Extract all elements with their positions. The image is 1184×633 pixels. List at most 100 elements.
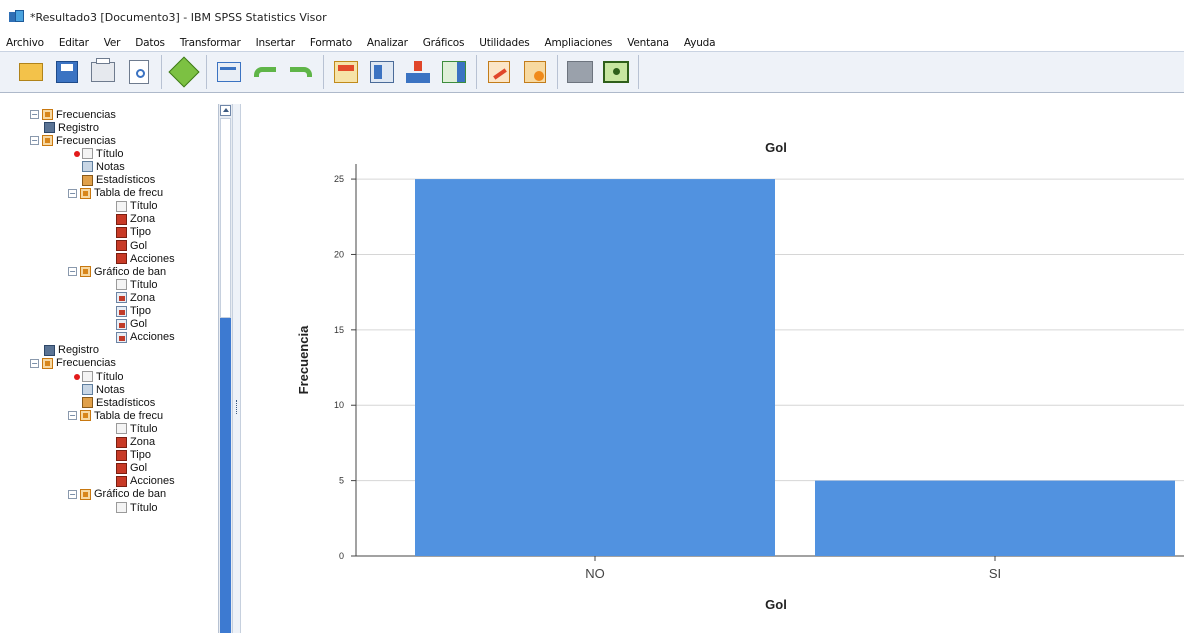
- outline-item[interactable]: Gol: [116, 462, 147, 475]
- print-preview-button[interactable]: [124, 58, 154, 86]
- menu-archivo[interactable]: Archivo: [6, 36, 44, 49]
- insert-table-button[interactable]: [439, 58, 469, 86]
- window-title: *Resultado3 [Documento3] - IBM SPSS Stat…: [30, 10, 327, 24]
- goto-data-button[interactable]: [331, 58, 361, 86]
- outline-pane[interactable]: − Frecuencias Registro − Frecuencias Título No…: [8, 104, 236, 633]
- bar-chart[interactable]: 0 5 10 15 20 25 NO SI Gol Gol Frecuencia: [242, 104, 1184, 633]
- outline-item[interactable]: Título: [116, 501, 158, 514]
- outline-item[interactable]: Registro: [44, 121, 99, 134]
- outline-scrollbar[interactable]: [218, 104, 232, 633]
- book-node-icon: [80, 488, 91, 500]
- menu-transformar[interactable]: Transformar: [179, 36, 241, 49]
- toolbar-group-1: [162, 55, 207, 89]
- outline-item[interactable]: Tipo: [116, 305, 151, 318]
- outline-item[interactable]: Título: [116, 422, 158, 435]
- title-node-icon: [116, 200, 127, 212]
- save-icon: [56, 61, 78, 83]
- toolbar-group-5: [558, 55, 639, 89]
- toolbar-group-2: [207, 55, 324, 89]
- collapse-toggle-icon[interactable]: −: [68, 489, 77, 499]
- collapse-toggle-icon[interactable]: −: [30, 136, 39, 146]
- outline-item[interactable]: − Frecuencias: [30, 357, 116, 370]
- outline-item[interactable]: Zona: [116, 436, 155, 449]
- menu-datos[interactable]: Datos: [135, 36, 165, 49]
- scroll-up-arrow-icon[interactable]: [220, 105, 231, 116]
- outline-item-label: Frecuencias: [56, 357, 116, 370]
- outline-item[interactable]: Tipo: [116, 449, 151, 462]
- pane-splitter[interactable]: [232, 104, 241, 633]
- outline-item[interactable]: Estadísticos: [82, 396, 155, 409]
- table-node-icon: [116, 462, 127, 474]
- outline-item[interactable]: Acciones: [116, 331, 175, 344]
- x-tick-label: SI: [989, 566, 1001, 581]
- outline-item[interactable]: − Frecuencias: [30, 108, 116, 121]
- designate-window-button[interactable]: [520, 58, 550, 86]
- outline-item-label: Registro: [58, 121, 99, 134]
- open-button[interactable]: [16, 58, 46, 86]
- outline-item-label: Zona: [130, 291, 156, 304]
- outline-item-label: Tabla de frecu: [94, 409, 164, 422]
- outline-item[interactable]: − Gráfico de ban: [68, 265, 166, 278]
- menu-graficos[interactable]: Gráficos: [422, 36, 465, 49]
- outline-item[interactable]: Título: [116, 278, 158, 291]
- outline-item-label: Tipo: [130, 305, 151, 317]
- menu-ampliaciones[interactable]: Ampliaciones: [544, 36, 613, 49]
- outline-item[interactable]: Zona: [116, 213, 155, 226]
- outline-item[interactable]: Título: [74, 147, 124, 160]
- outline-item-label: Gol: [130, 239, 148, 252]
- table-node-icon: [116, 253, 127, 265]
- hide-button[interactable]: [601, 58, 631, 86]
- variables-button[interactable]: [403, 58, 433, 86]
- outline-item[interactable]: Gol: [116, 239, 147, 252]
- menu-insertar[interactable]: Insertar: [255, 36, 295, 49]
- outline-item-label: Notas: [96, 383, 125, 396]
- menu-formato[interactable]: Formato: [309, 36, 352, 49]
- table-node-icon: [116, 475, 127, 487]
- collapse-toggle-icon[interactable]: −: [30, 110, 39, 119]
- collapse-toggle-icon[interactable]: −: [68, 411, 77, 421]
- menu-ayuda[interactable]: Ayuda: [683, 36, 716, 49]
- goto-case-button[interactable]: [367, 58, 397, 86]
- save-button[interactable]: [52, 58, 82, 86]
- outline-item[interactable]: Tipo: [116, 226, 151, 239]
- outline-item[interactable]: Acciones: [116, 252, 175, 265]
- open-icon: [19, 63, 43, 81]
- redo-icon: [290, 67, 312, 77]
- outline-item[interactable]: Notas: [82, 383, 125, 396]
- print-button[interactable]: [88, 58, 118, 86]
- toolbar: [0, 51, 1184, 93]
- outline-item[interactable]: − Frecuencias: [30, 134, 116, 147]
- outline-item[interactable]: − Tabla de frecu: [68, 409, 164, 422]
- outline-item[interactable]: Título: [74, 370, 124, 383]
- show-button[interactable]: [565, 58, 595, 86]
- collapse-toggle-icon[interactable]: −: [68, 267, 77, 277]
- outline-item[interactable]: Registro: [44, 344, 99, 357]
- outline-item[interactable]: Acciones: [116, 475, 175, 488]
- menu-utilidades[interactable]: Utilidades: [479, 36, 530, 49]
- outline-item[interactable]: − Gráfico de ban: [68, 488, 166, 501]
- table-node-icon: [116, 213, 127, 225]
- outline-item-label: Zona: [130, 213, 156, 226]
- redo-button[interactable]: [286, 58, 316, 86]
- menu-ver[interactable]: Ver: [103, 36, 121, 49]
- outline-item[interactable]: − Tabla de frecu: [68, 187, 163, 200]
- outline-item[interactable]: Notas: [82, 160, 125, 173]
- variables-icon: [406, 61, 430, 83]
- outline-item[interactable]: Título: [116, 200, 158, 213]
- outline-item[interactable]: Zona: [116, 291, 155, 304]
- export-button[interactable]: [168, 56, 200, 88]
- scroll-track[interactable]: [220, 318, 231, 633]
- scroll-thumb[interactable]: [220, 118, 231, 318]
- splitter-grip[interactable]: [236, 400, 237, 414]
- edit-button[interactable]: [484, 58, 514, 86]
- collapse-toggle-icon[interactable]: −: [30, 358, 39, 368]
- menu-ventana[interactable]: Ventana: [627, 36, 669, 49]
- menu-analizar[interactable]: Analizar: [366, 36, 408, 49]
- outline-item[interactable]: Estadísticos: [82, 174, 155, 187]
- recall-dialog-button[interactable]: [214, 58, 244, 86]
- menu-editar[interactable]: Editar: [58, 36, 89, 49]
- undo-button[interactable]: [250, 58, 280, 86]
- collapse-toggle-icon[interactable]: −: [68, 188, 77, 198]
- outline-item[interactable]: Gol: [116, 318, 147, 331]
- title-node-icon: [116, 502, 127, 513]
